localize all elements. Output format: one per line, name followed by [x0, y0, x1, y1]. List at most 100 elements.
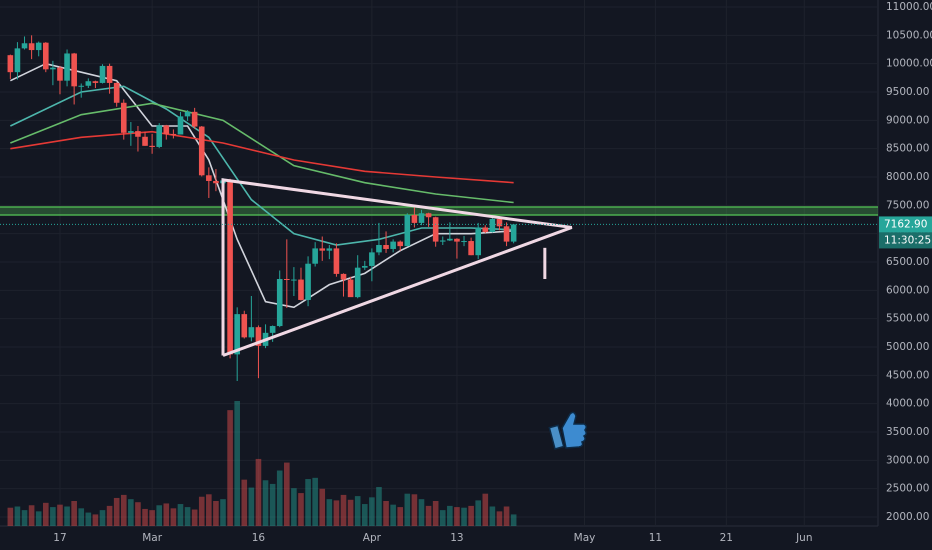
volume-bar	[198, 496, 205, 526]
candle-body	[461, 241, 467, 243]
volume-bar	[149, 510, 155, 526]
volume-bar	[269, 483, 276, 526]
y-tick-label: 9500.00	[886, 86, 929, 98]
candle-body	[213, 180, 219, 184]
candle-body	[191, 111, 198, 127]
x-tick-label: 16	[252, 532, 266, 544]
countdown-label: 11:30:25	[884, 234, 931, 246]
volume-bar	[333, 500, 340, 526]
candle-body	[7, 55, 14, 73]
candle-body	[156, 125, 163, 147]
candle-body	[305, 263, 311, 300]
candle-body	[354, 267, 361, 298]
volume-bar	[482, 493, 489, 526]
volume-bar	[432, 501, 439, 526]
volume-bar	[92, 514, 99, 526]
volume-bar	[156, 505, 163, 526]
volume-bar	[28, 505, 35, 526]
y-tick-label: 6000.00	[886, 284, 929, 296]
candle-body	[21, 43, 28, 49]
y-tick-label: 6500.00	[886, 256, 929, 268]
candle-body	[376, 245, 382, 253]
volume-bar	[71, 501, 77, 526]
candle-body	[149, 145, 155, 147]
volume-bar	[14, 506, 21, 526]
x-tick-label: Apr	[363, 532, 382, 544]
volume-bar	[404, 493, 411, 526]
volume-bar	[220, 499, 226, 526]
candle-body	[106, 65, 113, 83]
volume-bar	[454, 507, 460, 526]
y-tick-label: 4500.00	[886, 369, 929, 381]
volume-bar	[120, 494, 127, 526]
candle-body	[35, 42, 42, 51]
volume-bar	[312, 477, 318, 526]
volume-bar	[57, 504, 63, 526]
y-tick-label: 7500.00	[886, 199, 929, 211]
candle-body	[184, 111, 191, 117]
volume-bar	[50, 507, 56, 526]
volume-bar	[326, 499, 333, 526]
volume-bar	[291, 488, 297, 526]
volume-bar	[340, 494, 347, 526]
volume-bar	[461, 507, 467, 526]
candle-body	[468, 241, 474, 256]
candle-body	[439, 240, 446, 242]
candle-body	[503, 226, 510, 242]
y-tick-label: 5000.00	[886, 341, 929, 353]
volume-bar	[354, 496, 361, 526]
candle-body	[57, 67, 63, 81]
last-price-box	[879, 216, 932, 233]
countdown-box	[879, 232, 932, 249]
volume-bar	[418, 499, 425, 526]
volume-bar	[35, 511, 42, 526]
volume-bar	[184, 507, 191, 526]
volume-bar	[113, 497, 120, 526]
candle-body	[163, 125, 170, 134]
volume-bar	[425, 505, 432, 526]
volume-bar	[347, 499, 354, 526]
candle-body	[99, 65, 106, 83]
volume-bar	[142, 508, 148, 526]
volume-bar	[276, 470, 283, 526]
candle-body	[78, 85, 85, 87]
candle-body	[206, 175, 212, 181]
x-tick-label: 21	[720, 532, 733, 544]
moving-average	[10, 62, 514, 309]
volume-bar	[64, 506, 70, 526]
volume-bar	[241, 479, 248, 526]
candle-body	[128, 131, 134, 133]
candle-body	[198, 126, 205, 176]
volume-bar	[383, 501, 389, 526]
candle-body	[319, 248, 326, 251]
candle-body	[482, 227, 489, 232]
volume-bar	[369, 497, 375, 526]
volume-bar	[361, 504, 368, 526]
candle-body	[496, 218, 503, 227]
moving-average	[10, 102, 514, 204]
zone	[0, 207, 878, 215]
volume-bar	[170, 508, 177, 526]
candle-body	[432, 217, 439, 242]
thumbs-up-icon	[548, 411, 588, 450]
y-tick-label: 2000.00	[886, 511, 929, 523]
y-tick-label: 3000.00	[886, 454, 929, 466]
volume-bar	[376, 486, 382, 526]
volume-bar	[177, 504, 184, 526]
volume-bar	[206, 494, 212, 526]
volume-bar	[21, 510, 28, 526]
volume-bar	[411, 494, 418, 526]
candle-body	[333, 248, 340, 274]
volume-bar	[234, 401, 240, 526]
candle-body	[50, 67, 56, 70]
volume-bar	[7, 507, 14, 526]
x-tick-label: 17	[53, 532, 66, 544]
candle-body	[227, 180, 233, 355]
volume-bar	[191, 509, 198, 526]
candle-body	[120, 102, 127, 133]
candle-body	[361, 265, 368, 268]
volume-bar	[248, 487, 255, 526]
candle-body	[411, 214, 418, 223]
candle-body	[241, 314, 248, 338]
